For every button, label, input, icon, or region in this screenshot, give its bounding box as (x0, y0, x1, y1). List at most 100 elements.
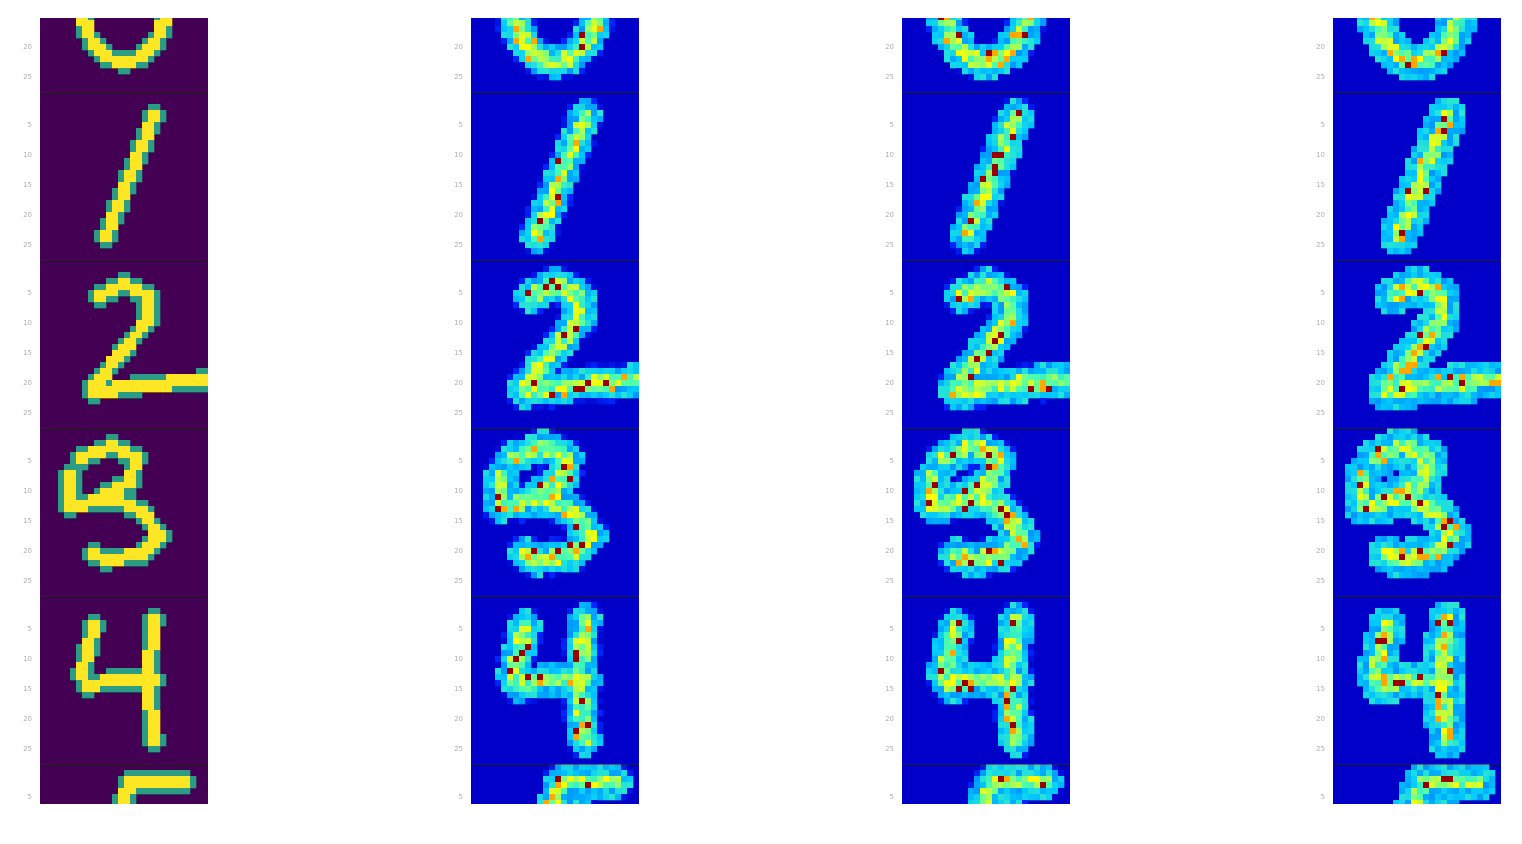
heat-cell (998, 308, 1005, 315)
heat-cell (525, 368, 532, 375)
heat-cell (998, 710, 1005, 717)
heat-cell (573, 566, 580, 573)
heat-cell (938, 554, 945, 561)
heat-cell (962, 212, 969, 219)
heat-cell (956, 374, 963, 381)
heat-cell (591, 128, 598, 135)
heat-cell (112, 482, 119, 489)
heat-cell (94, 626, 101, 633)
heat-cell (974, 194, 981, 201)
heat-cell (1423, 194, 1430, 201)
heat-cell (968, 380, 975, 387)
heat-cell (501, 680, 508, 687)
heat-cell (160, 614, 167, 621)
heat-cell (920, 512, 927, 519)
heat-cell (585, 296, 592, 303)
heat-cell (1004, 602, 1011, 609)
heat-cell (938, 440, 945, 447)
heat-cell (537, 500, 544, 507)
heat-cell (591, 98, 598, 105)
heat-cell (962, 398, 969, 405)
heat-cell (579, 614, 586, 621)
heat-cell (998, 656, 1005, 663)
heat-cell (555, 572, 562, 579)
heat-cell (561, 488, 568, 495)
heat-cell (609, 788, 616, 795)
heat-cell (998, 32, 1005, 39)
heat-cell (944, 518, 951, 525)
heat-cell (998, 638, 1005, 645)
heat-cell (1052, 368, 1059, 375)
heat-cell (567, 662, 574, 669)
heat-cell (573, 134, 580, 141)
heat-cell (1010, 26, 1017, 33)
heat-cell (585, 506, 592, 513)
ytick-label: 25 (1316, 745, 1325, 753)
heat-cell (992, 188, 999, 195)
heat-cell (1465, 32, 1472, 39)
heat-cell (968, 182, 975, 189)
heat-cell (118, 554, 125, 561)
panel-digit-4 (40, 595, 208, 764)
heat-cell (154, 632, 161, 639)
heat-cell (573, 122, 580, 129)
heat-cell (82, 656, 89, 663)
heat-cell (926, 500, 933, 507)
heat-cell (537, 566, 544, 573)
heat-cell (112, 212, 119, 219)
heat-cell (1423, 182, 1430, 189)
heat-cell (1028, 380, 1035, 387)
heat-cell (124, 476, 131, 483)
heat-cell (1453, 20, 1460, 27)
heat-cell (507, 680, 514, 687)
heat-cell (962, 302, 969, 309)
heat-cell (118, 356, 125, 363)
heat-cell (76, 446, 83, 453)
heat-cell (567, 458, 574, 465)
heat-cell (974, 284, 981, 291)
heat-cell (980, 446, 987, 453)
heat-cell (573, 608, 580, 615)
heat-cell (992, 284, 999, 291)
heat-cell (567, 104, 574, 111)
heat-cell (597, 26, 604, 33)
heat-cell (94, 284, 101, 291)
heat-cell (88, 500, 95, 507)
heat-cell (998, 290, 1005, 297)
heat-cell (94, 644, 101, 651)
heat-cell (992, 212, 999, 219)
heat-cell (980, 56, 987, 63)
heat-cell (597, 32, 604, 39)
heat-cell (136, 446, 143, 453)
heat-cell (567, 710, 574, 717)
heat-cell (938, 38, 945, 45)
ytick-label: 15 (885, 517, 894, 525)
heat-cell (549, 206, 556, 213)
panel-digit-0 (40, 18, 208, 92)
heat-cell (531, 692, 538, 699)
heat-cell (1010, 614, 1017, 621)
heat-cell (1022, 44, 1029, 51)
heat-cell (1417, 176, 1424, 183)
heat-cell (950, 548, 957, 555)
heat-cell (962, 350, 969, 357)
heat-cell (525, 662, 532, 669)
heat-cell (513, 620, 520, 627)
heat-cell (585, 44, 592, 51)
heat-cell (136, 686, 143, 693)
heat-cell (956, 26, 963, 33)
heat-cell (148, 110, 155, 117)
heat-cell (585, 698, 592, 705)
heat-cell (956, 674, 963, 681)
heat-cell (992, 128, 999, 135)
heat-cell (992, 794, 999, 801)
heat-cell (1010, 122, 1017, 129)
heat-cell (1010, 18, 1017, 21)
heat-cell (585, 374, 592, 381)
heat-cell (106, 686, 113, 693)
heat-cell (495, 488, 502, 495)
heat-cell (507, 44, 514, 51)
heat-cell (148, 518, 155, 525)
heat-cell (88, 32, 95, 39)
heat-cell (938, 644, 945, 651)
